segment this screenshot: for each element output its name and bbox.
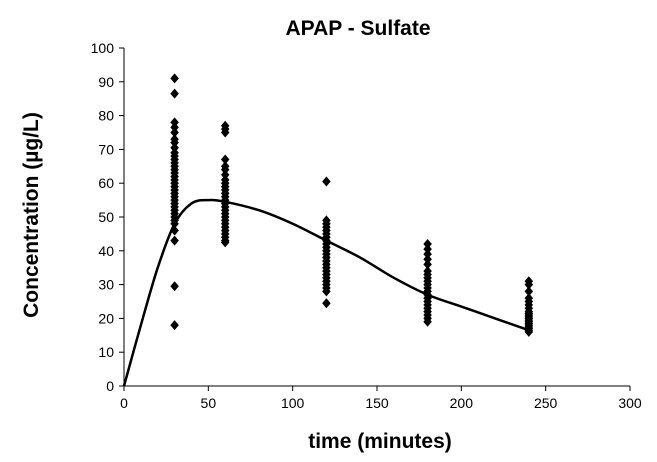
data-point [524, 279, 534, 290]
y-tick-label: 50 [98, 209, 114, 225]
x-tick-label: 300 [618, 395, 642, 411]
x-tick-label: 100 [281, 395, 305, 411]
data-point [423, 316, 432, 327]
y-tick-label: 70 [98, 141, 114, 157]
data-point [423, 249, 432, 260]
data-point [423, 244, 432, 255]
data-points-layer [170, 73, 534, 337]
axes: 0 10 20 30 40 50 60 70 80 90 100 0 50 100 150 200 250 300 [91, 40, 642, 411]
y-axis-label: Concentration (µg/L) [20, 112, 43, 318]
data-point [170, 281, 179, 292]
y-tick-label: 60 [98, 175, 114, 191]
data-point [170, 225, 179, 236]
data-point [524, 286, 534, 297]
data-point [170, 320, 179, 331]
data-point [170, 218, 179, 229]
data-point [170, 73, 179, 84]
data-point [220, 237, 230, 248]
data-point [423, 254, 432, 265]
y-tick-label: 30 [98, 277, 114, 293]
data-point [170, 235, 179, 246]
y-tick-label: 40 [98, 243, 114, 259]
data-point [170, 88, 179, 99]
data-point [322, 298, 331, 309]
fitted-curve-layer [122, 198, 530, 387]
data-point [423, 239, 432, 250]
x-tick-label: 0 [120, 395, 128, 411]
x-tick-label: 250 [534, 395, 558, 411]
y-tick-label: 90 [98, 74, 114, 90]
x-tick-label: 50 [201, 395, 217, 411]
x-axis-label: time (minutes) [308, 430, 452, 453]
data-point [170, 142, 179, 153]
x-tick-label: 200 [450, 395, 474, 411]
data-point [170, 117, 179, 128]
data-point [220, 164, 230, 175]
data-point [170, 122, 179, 133]
x-tick-label: 150 [365, 395, 389, 411]
data-point [220, 127, 230, 138]
fitted-curve [122, 198, 530, 387]
data-point [423, 259, 432, 270]
data-point [322, 176, 331, 187]
y-tick-label: 80 [98, 108, 114, 124]
y-tick-label: 100 [91, 40, 115, 56]
data-point [220, 169, 230, 180]
data-point [170, 137, 179, 148]
y-tick-label: 20 [98, 310, 114, 326]
data-point [524, 326, 534, 337]
y-tick-label: 0 [106, 378, 114, 394]
data-point [322, 286, 331, 297]
chart-title: APAP - Sulfate [285, 17, 430, 40]
y-tick-label: 10 [98, 344, 114, 360]
data-point [220, 154, 230, 165]
data-point [170, 127, 179, 138]
